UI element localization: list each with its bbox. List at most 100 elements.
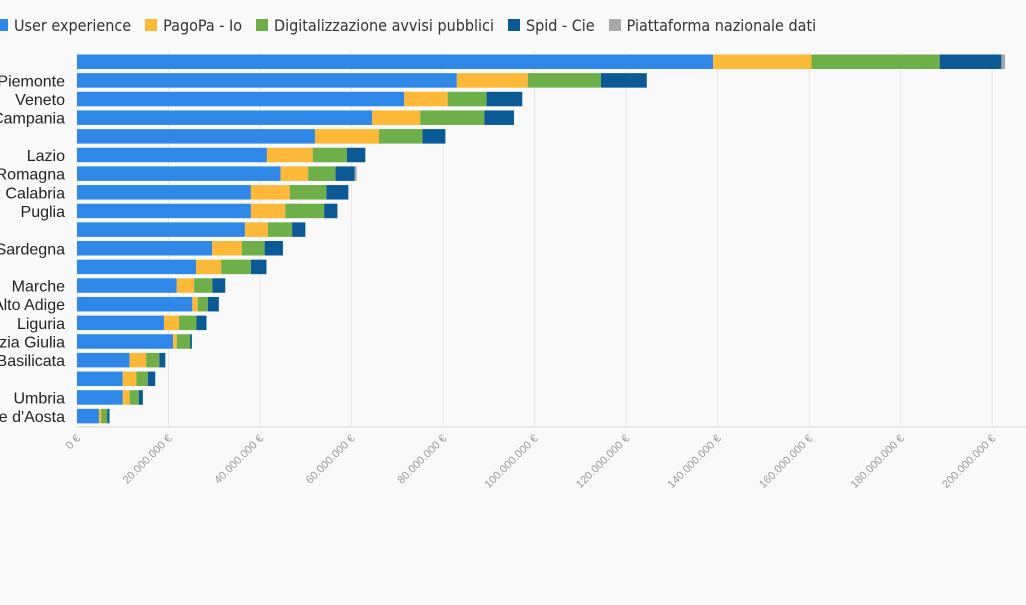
bar-segment[interactable] <box>77 408 99 424</box>
bar-segment[interactable] <box>404 91 448 107</box>
bar-segment[interactable] <box>176 278 195 293</box>
bar-segment[interactable] <box>308 166 336 181</box>
bar-segment[interactable] <box>163 315 180 331</box>
x-tick-label: 200.000.000 € <box>940 433 998 491</box>
bar-segment[interactable] <box>600 73 647 88</box>
bar-segment[interactable] <box>354 166 357 181</box>
bar-segment[interactable] <box>250 203 286 219</box>
bar-segment[interactable] <box>77 73 457 88</box>
bar-segment[interactable] <box>77 185 251 200</box>
bar-segment[interactable] <box>207 296 219 312</box>
bar-segment[interactable] <box>280 166 309 181</box>
bar-segment[interactable] <box>77 129 315 144</box>
bar-segment[interactable] <box>77 371 123 387</box>
bar-segment[interactable] <box>176 334 191 349</box>
bar-segment[interactable] <box>314 129 380 144</box>
bar-segment[interactable] <box>241 241 265 256</box>
bar-segment[interactable] <box>713 54 812 70</box>
bar-segment[interactable] <box>324 203 338 219</box>
bar-segment[interactable] <box>250 259 267 275</box>
bar-segment[interactable] <box>101 408 108 424</box>
bar-segment[interactable] <box>195 259 222 275</box>
bar-segment[interactable] <box>77 147 267 163</box>
bar-segment[interactable] <box>939 54 1002 70</box>
bar-segment[interactable] <box>347 147 366 163</box>
bar-segment[interactable] <box>146 352 160 368</box>
bar-segment[interactable] <box>159 352 166 368</box>
bar-segment[interactable] <box>129 390 139 405</box>
bar-segment[interactable] <box>77 315 164 331</box>
bar-segment[interactable] <box>212 241 242 256</box>
bar-segment[interactable] <box>77 110 373 125</box>
bar-segment[interactable] <box>379 129 423 144</box>
bar-segment[interactable] <box>447 91 487 107</box>
bar-segment[interactable] <box>456 73 528 88</box>
bar-segment[interactable] <box>250 185 290 200</box>
bar-segment[interactable] <box>192 296 198 312</box>
bar-segment[interactable] <box>77 54 714 70</box>
legend-swatch <box>608 19 621 31</box>
bar-segment[interactable] <box>196 315 207 331</box>
bar-segment[interactable] <box>527 73 601 88</box>
bar-segment[interactable] <box>136 371 148 387</box>
bar-segment[interactable] <box>122 371 137 387</box>
bar-segment[interactable] <box>420 110 485 125</box>
bar-segment[interactable] <box>221 259 251 275</box>
legend-item-2[interactable]: Digitalizzazione avvisi pubblici <box>256 16 494 35</box>
bar-segment[interactable] <box>289 185 327 200</box>
bar-segment[interactable] <box>77 334 174 349</box>
bar-segment[interactable] <box>129 352 147 368</box>
x-tick-label: 100.000.000 € <box>483 433 541 491</box>
legend-item-1[interactable]: PagoPa - Io <box>145 16 242 35</box>
bar-segment[interactable] <box>194 278 213 293</box>
bar-segment[interactable] <box>372 110 421 125</box>
bar-segment[interactable] <box>77 166 281 181</box>
category-label: Calabria <box>5 185 65 202</box>
bar-segment[interactable] <box>77 222 245 237</box>
bar-segment[interactable] <box>244 222 268 237</box>
x-tick-label: 180.000.000 € <box>849 433 907 491</box>
bar-segment[interactable] <box>266 147 313 163</box>
bar-segment[interactable] <box>122 390 130 405</box>
bar-segment[interactable] <box>1001 54 1006 70</box>
legend-item-4[interactable]: Piattaforma nazionale dati <box>608 15 817 35</box>
bar-segment[interactable] <box>190 334 192 349</box>
bar-segment[interactable] <box>312 147 348 163</box>
category-label: Veneto <box>15 92 65 109</box>
bar-segment[interactable] <box>77 241 213 256</box>
bar-segment[interactable] <box>77 91 405 107</box>
legend-item-3[interactable]: Spid - Cie <box>507 16 595 35</box>
bar-segment[interactable] <box>77 278 177 293</box>
bar-segment[interactable] <box>326 185 349 200</box>
bar-segment[interactable] <box>77 352 130 368</box>
bar-segment[interactable] <box>147 371 156 387</box>
bar-segment[interactable] <box>811 54 940 70</box>
bar-segment[interactable] <box>197 296 208 312</box>
bar-segment[interactable] <box>77 390 123 405</box>
bar-segment[interactable] <box>77 296 193 312</box>
bar-segment[interactable] <box>267 222 293 237</box>
bar-segment[interactable] <box>292 222 306 237</box>
bar-segment[interactable] <box>335 166 355 181</box>
legend-item-0[interactable]: User experience <box>0 16 131 35</box>
bar-segment[interactable] <box>77 259 196 275</box>
bar-segment[interactable] <box>138 390 143 405</box>
bar-segment[interactable] <box>484 110 515 125</box>
x-tick-label: 40.000.000 € <box>212 433 266 487</box>
bar-segment[interactable] <box>486 91 523 107</box>
legend-label: Piattaforma nazionale dati <box>626 15 817 35</box>
bar-segment[interactable] <box>107 408 110 424</box>
bar-segment[interactable] <box>212 278 226 293</box>
category-label: Lazio <box>27 148 65 165</box>
bar-segment[interactable] <box>77 203 251 219</box>
bar-segment[interactable] <box>422 129 446 144</box>
bar-segment[interactable] <box>179 315 197 331</box>
category-label: Umbria <box>13 390 65 407</box>
bar-segment[interactable] <box>173 334 177 349</box>
bar-segment[interactable] <box>285 203 325 219</box>
bar-segment[interactable] <box>264 241 283 256</box>
category-label: Campania <box>0 111 65 128</box>
bar-segment[interactable] <box>98 408 102 424</box>
x-tick-label: 20.000.000 € <box>121 433 175 487</box>
